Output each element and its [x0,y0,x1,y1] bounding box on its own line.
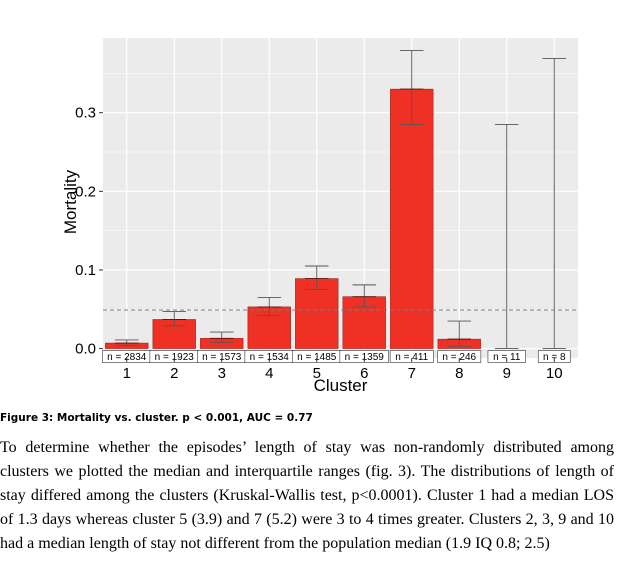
n-label-box [389,350,434,363]
bars [105,88,481,349]
n-label: n = 2834 [107,352,147,363]
plot-panel [103,38,578,358]
body-paragraph: To determine whether the episodes’ lengt… [0,439,614,552]
n-label-box [537,350,571,363]
n-labels: n = 2834 n = 1923 n = 1573 n = 1534 n = 1485… [102,350,571,363]
bar-cluster-5 [295,278,339,349]
n-label: n = 8 [543,352,566,363]
n-label: n = 1485 [297,352,337,363]
bar-cluster-7 [390,88,434,349]
y-tick-label: 0.3 [75,105,96,122]
n-label: n = 246 [442,352,476,363]
x-tick-label: 10 [546,365,563,382]
x-tick-label: 4 [265,365,273,382]
x-tick-label: 8 [455,365,463,382]
error-bars [114,50,567,350]
n-label: n = 11 [493,352,521,363]
figure-caption: Figure 3: Mortality vs. cluster. p < 0.0… [0,412,313,424]
n-label: n = 1573 [202,352,242,363]
n-label: n = 1534 [250,352,290,363]
x-tick-label: 2 [170,365,178,382]
x-axis-label: Cluster [314,376,368,395]
n-label: n = 1359 [345,352,385,363]
y-tick-labels: 0.0 0.1 0.2 0.3 [75,105,103,358]
n-label-box [437,350,482,363]
x-tick-label: 7 [408,365,416,382]
mortality-chart: n = 2834 n = 1923 n = 1573 n = 1534 n = 1485… [61,38,578,395]
x-tick-label: 5 [313,365,321,382]
n-label: n = 411 [395,352,428,363]
y-tick-label: 0.1 [75,262,96,279]
x-tick-label: 6 [360,365,368,382]
n-label-box [487,350,526,363]
n-label: n = 1923 [155,352,195,363]
x-tick-label: 3 [218,365,226,382]
x-tick-label: 1 [123,365,131,382]
x-tick-labels: 1 2 3 4 5 6 7 8 9 10 [123,358,563,382]
y-tick-label: 0.2 [75,183,96,200]
y-tick-label: 0.0 [75,341,96,358]
y-axis-label: Mortality [61,169,80,234]
figure: n = 2834 n = 1923 n = 1573 n = 1534 n = 1485… [61,38,578,395]
n-label-box [339,350,389,363]
x-tick-label: 9 [503,365,511,382]
